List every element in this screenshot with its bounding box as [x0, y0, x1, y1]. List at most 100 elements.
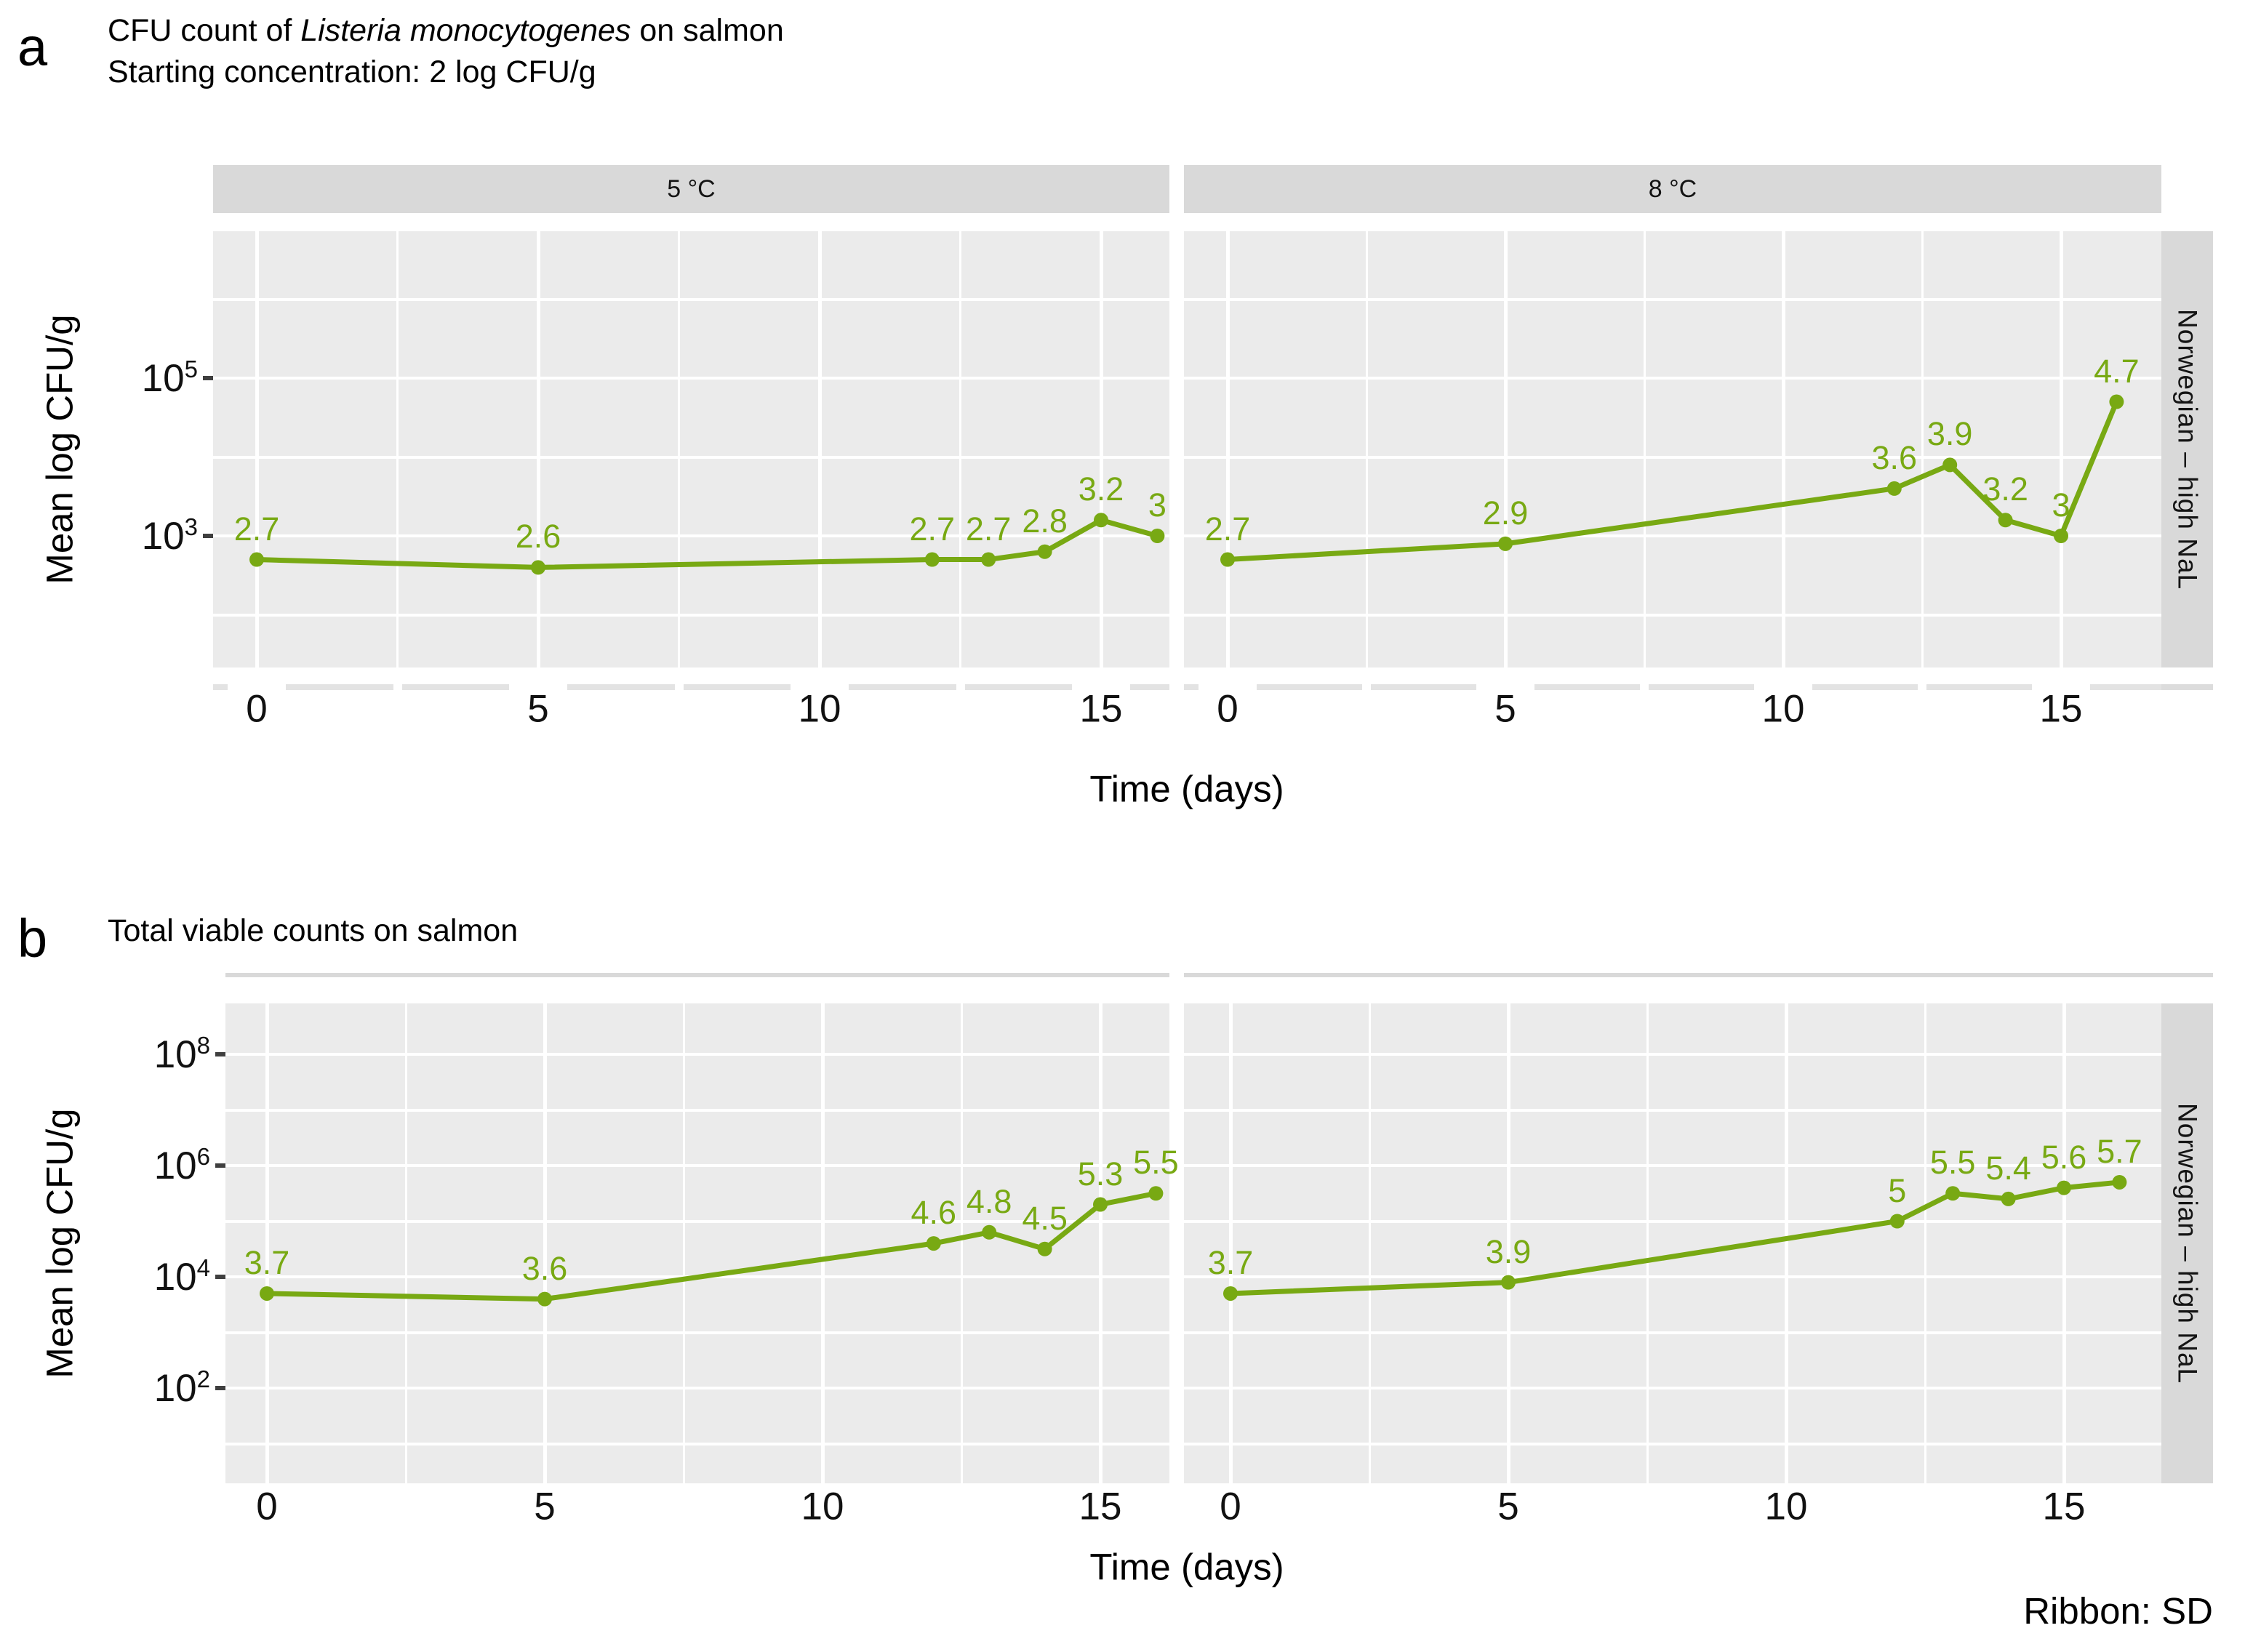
- data-point-label: 2.9: [1482, 494, 1529, 532]
- gridline-vertical-minor: [960, 1003, 963, 1483]
- y-tick-exponent: 3: [184, 513, 198, 541]
- data-point: [2001, 1191, 2016, 1206]
- y-tick-exponent: 8: [196, 1032, 210, 1059]
- data-series-8°C: [1220, 394, 2124, 567]
- plot-panel-background: [225, 1003, 1169, 1483]
- series-line: [1230, 1179, 2120, 1296]
- data-point: [926, 1236, 941, 1251]
- gridline-vertical-minor: [1643, 231, 1646, 667]
- data-point: [924, 552, 940, 567]
- data-point-label: 5.5: [1929, 1144, 1976, 1182]
- data-point: [1037, 1241, 1052, 1256]
- data-point: [537, 1291, 552, 1307]
- y-tick-mark: [203, 376, 213, 380]
- panel-b-x-axis-title: Time (days): [1089, 1546, 1284, 1588]
- panel-b-right-strip: Norwegian – high NaL: [2161, 1003, 2213, 1483]
- gridline-vertical-minor: [1924, 1003, 1926, 1483]
- x-tick-label: 5: [527, 687, 549, 731]
- gridline-vertical-major: [1506, 1003, 1510, 1483]
- data-point: [1498, 536, 1513, 551]
- data-series-5°C: [249, 513, 1165, 575]
- panel-a-right-strip-label: Norwegian – high NaL: [2172, 308, 2203, 590]
- axis-dash: [1184, 684, 1198, 690]
- gridline-vertical-minor: [678, 231, 680, 667]
- panel-b-title: Total viable counts on salmon: [108, 913, 519, 948]
- data-point: [531, 560, 545, 575]
- data-series-5°C: [260, 1186, 1164, 1307]
- gridline-horizontal: [1184, 297, 2161, 301]
- gridline-vertical-major: [1503, 231, 1508, 667]
- gridline-horizontal: [1184, 1219, 2161, 1223]
- data-point: [1886, 481, 1902, 496]
- gridline-vertical-minor: [682, 1003, 685, 1483]
- y-tick-label: 105: [141, 356, 198, 400]
- gridline-vertical-minor: [1368, 1003, 1371, 1483]
- gridline-vertical-minor: [1365, 231, 1368, 667]
- gridline-horizontal: [1184, 377, 2161, 380]
- panel-a-title: CFU count of Listeria monocytogenes on s…: [108, 10, 784, 93]
- x-tick-label: 0: [256, 1485, 278, 1528]
- data-point-label: 2.7: [965, 510, 1012, 548]
- panel-b-blank-strip-left: [225, 973, 1169, 977]
- axis-dash: [1534, 684, 1640, 690]
- data-point-label: 5.7: [2097, 1132, 2142, 1170]
- data-point-label: 5.5: [1133, 1144, 1179, 1182]
- gridline-horizontal: [225, 1442, 1169, 1446]
- data-point-label: 5.6: [2041, 1138, 2087, 1176]
- gridline-vertical-major: [1225, 231, 1230, 667]
- data-point-label: 2.6: [515, 518, 561, 556]
- panel-a-letter: a: [17, 17, 48, 77]
- gridline-vertical-major: [255, 231, 259, 667]
- data-point-label: 4.8: [966, 1182, 1012, 1220]
- y-tick-mark: [215, 1052, 225, 1056]
- axis-dash: [1649, 684, 1754, 690]
- data-point: [981, 552, 996, 567]
- panel-a-title-suffix: on salmon: [631, 13, 784, 48]
- y-tick-label: 108: [153, 1032, 210, 1076]
- data-point: [1501, 1275, 1516, 1290]
- y-tick-mark: [215, 1386, 225, 1390]
- panel-a-subtitle: Starting concentration: 2 log CFU/g: [108, 54, 596, 89]
- x-tick-label: 5: [534, 1485, 556, 1528]
- plot-panel-background: [1184, 1003, 2161, 1483]
- data-point-label: 4.5: [1022, 1199, 1068, 1237]
- gridline-horizontal: [213, 297, 1169, 301]
- data-point: [1094, 513, 1108, 528]
- y-tick-label: 102: [153, 1366, 210, 1410]
- axis-dash: [567, 684, 675, 690]
- data-point-label: 4.6: [911, 1194, 957, 1232]
- panel-a-x-axis-title: Time (days): [1089, 768, 1284, 810]
- gridline-vertical-minor: [404, 1003, 407, 1483]
- gridline-vertical-major: [1228, 1003, 1233, 1483]
- y-tick-exponent: 6: [196, 1143, 210, 1171]
- data-point-label: 2.7: [233, 510, 280, 548]
- gridline-horizontal: [1184, 1275, 2161, 1278]
- panel-b-right-strip-label: Norwegian – high NaL: [2172, 1102, 2203, 1384]
- gridline-horizontal: [1184, 1442, 2161, 1446]
- x-tick-label: 0: [1220, 1485, 1241, 1528]
- axis-dash: [964, 684, 1072, 690]
- axis-dash: [1812, 684, 1918, 690]
- data-point: [1148, 1186, 1164, 1201]
- gridline-vertical-major: [2062, 1003, 2066, 1483]
- plot-panel-background: [213, 231, 1169, 667]
- facet-strip-5c: 5 °C: [213, 165, 1169, 213]
- gridline-horizontal: [225, 1219, 1169, 1223]
- y-tick-mark: [203, 534, 213, 538]
- gridline-horizontal: [1184, 534, 2161, 537]
- data-point: [2054, 529, 2068, 543]
- gridline-horizontal: [225, 1164, 1169, 1167]
- gridline-vertical-major: [1099, 231, 1103, 667]
- data-point-label: 4.7: [2094, 352, 2140, 390]
- x-tick-label: 10: [1761, 687, 1805, 731]
- gridline-horizontal: [1184, 1331, 2161, 1334]
- y-tick-mark: [215, 1275, 225, 1279]
- gridline-horizontal: [1184, 1164, 2161, 1167]
- data-point-label: 3.7: [244, 1243, 290, 1281]
- data-point-label: 3.2: [1982, 470, 2028, 508]
- x-tick-label: 15: [2042, 1485, 2086, 1528]
- y-tick-label: 103: [141, 513, 198, 558]
- data-point: [1942, 457, 1958, 473]
- x-tick-label: 15: [1079, 687, 1123, 731]
